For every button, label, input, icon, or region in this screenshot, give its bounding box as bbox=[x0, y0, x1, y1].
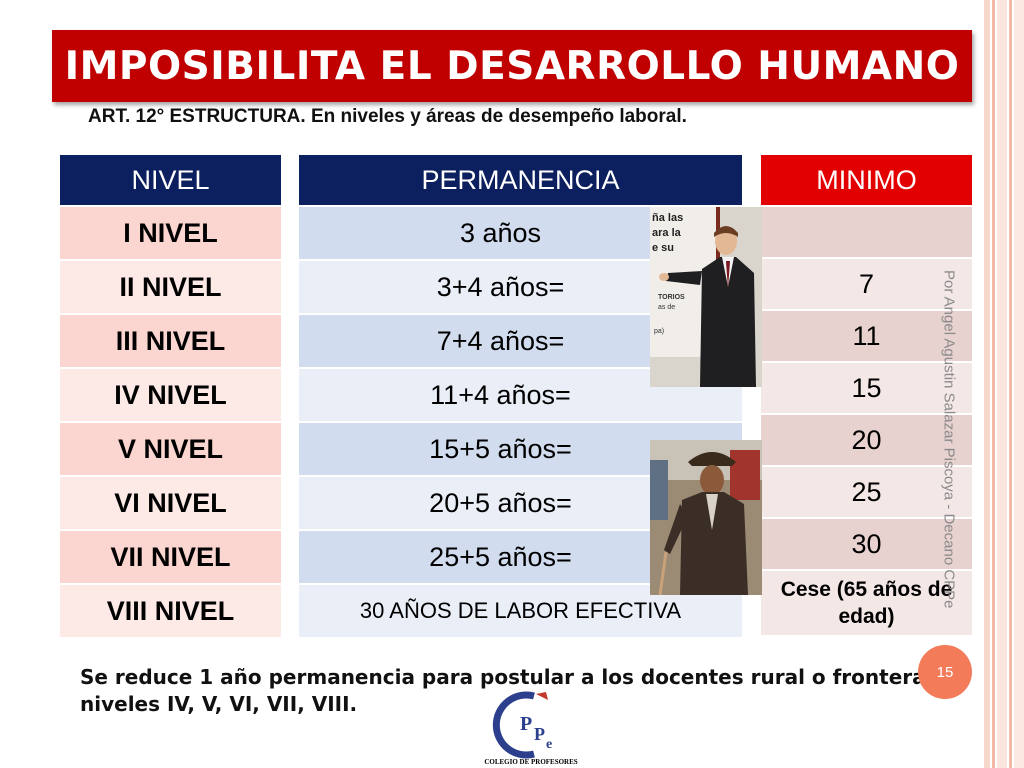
svg-text:P: P bbox=[534, 724, 545, 744]
svg-text:e: e bbox=[546, 737, 552, 752]
elderly-man-photo bbox=[650, 440, 762, 595]
nivel-column: NIVEL I NIVEL II NIVEL III NIVEL IV NIVE… bbox=[60, 155, 281, 637]
logo-caption: COLEGIO DE PROFESORES bbox=[484, 758, 578, 766]
nivel-cell: I NIVEL bbox=[60, 205, 281, 259]
decorative-stripes bbox=[984, 0, 1024, 768]
photo-text-3: e su bbox=[652, 242, 674, 254]
minimo-cell: 20 bbox=[761, 413, 972, 465]
minimo-cell: Cese (65 años de edad) bbox=[761, 569, 972, 635]
title-banner: IMPOSIBILITA EL DESARROLLO HUMANO bbox=[52, 30, 972, 102]
cppe-logo: P P e bbox=[476, 690, 586, 768]
nivel-cell: VII NIVEL bbox=[60, 529, 281, 583]
nivel-cell: VI NIVEL bbox=[60, 475, 281, 529]
minimo-cell bbox=[761, 205, 972, 257]
photo-text-5: as de bbox=[658, 304, 675, 311]
nivel-cell: VIII NIVEL bbox=[60, 583, 281, 637]
page-number-badge: 15 bbox=[918, 645, 972, 699]
nivel-cell: V NIVEL bbox=[60, 421, 281, 475]
nivel-header: NIVEL bbox=[60, 155, 281, 205]
photo-text-6: pa) bbox=[654, 328, 664, 335]
footnote: Se reduce 1 año permanencia para postula… bbox=[80, 665, 926, 716]
minimo-header: MINIMO bbox=[761, 155, 972, 205]
minimo-cell: 30 bbox=[761, 517, 972, 569]
minimo-cell: 25 bbox=[761, 465, 972, 517]
svg-text:P: P bbox=[520, 713, 532, 735]
photo-text-4: TORIOS bbox=[658, 294, 685, 301]
permanencia-header: PERMANENCIA bbox=[299, 155, 742, 205]
photo-text-2: ara la bbox=[652, 227, 682, 239]
minimo-cell: 7 bbox=[761, 257, 972, 309]
minimo-cell: 15 bbox=[761, 361, 972, 413]
subtitle: ART. 12° ESTRUCTURA. En niveles y áreas … bbox=[88, 106, 687, 127]
presenter-photo: ña las ara la e su TORIOS as de pa) bbox=[650, 207, 762, 387]
minimo-column: MINIMO 7 11 15 20 25 30 Cese (65 años de… bbox=[761, 155, 972, 635]
nivel-cell: II NIVEL bbox=[60, 259, 281, 313]
nivel-cell: IV NIVEL bbox=[60, 367, 281, 421]
photo-text-1: ña las bbox=[652, 212, 683, 224]
nivel-cell: III NIVEL bbox=[60, 313, 281, 367]
minimo-cell: 11 bbox=[761, 309, 972, 361]
page-title: IMPOSIBILITA EL DESARROLLO HUMANO bbox=[64, 43, 960, 89]
author-credit: Por Angel Agustin Salazar Piscoya - Deca… bbox=[940, 270, 958, 609]
